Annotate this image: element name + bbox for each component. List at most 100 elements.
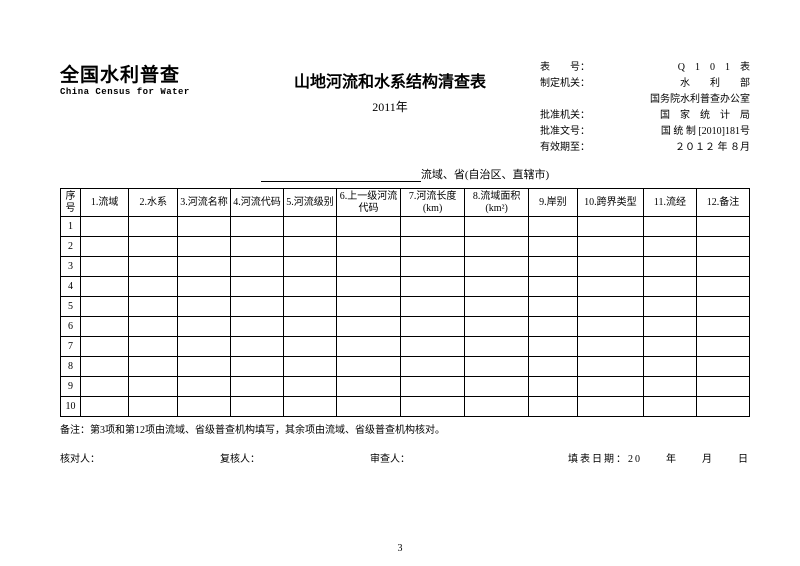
table-cell bbox=[643, 337, 696, 357]
table-cell bbox=[337, 317, 401, 337]
footer-auditor: 审查人： bbox=[370, 450, 550, 465]
table-cell bbox=[178, 217, 231, 237]
table-cell bbox=[643, 237, 696, 257]
table-cell bbox=[80, 357, 129, 377]
table-cell bbox=[80, 377, 129, 397]
table-cell bbox=[465, 217, 529, 237]
table-cell bbox=[643, 297, 696, 317]
row-index: 9 bbox=[61, 377, 81, 397]
table-cell bbox=[577, 297, 643, 317]
col-9: 9.岸别 bbox=[529, 189, 578, 217]
doc-year: 2011年 bbox=[240, 98, 540, 115]
table-cell bbox=[129, 397, 178, 417]
table-cell bbox=[284, 357, 337, 377]
col-5: 5.河流级别 bbox=[284, 189, 337, 217]
table-cell bbox=[80, 397, 129, 417]
table-cell bbox=[337, 217, 401, 237]
table-cell bbox=[129, 217, 178, 237]
table-cell bbox=[401, 257, 465, 277]
row-index: 10 bbox=[61, 397, 81, 417]
table-cell bbox=[401, 277, 465, 297]
table-cell bbox=[577, 397, 643, 417]
table-cell bbox=[284, 377, 337, 397]
table-cell bbox=[529, 317, 578, 337]
meta-label-4: 批准文号： bbox=[540, 124, 590, 140]
col-7: 7.河流长度(km) bbox=[401, 189, 465, 217]
table-cell bbox=[696, 237, 749, 257]
footer-date: 填表日期：20 年 月 日 bbox=[550, 450, 750, 465]
col-8: 8.流域面积(km²) bbox=[465, 189, 529, 217]
table-cell bbox=[178, 237, 231, 257]
table-cell bbox=[178, 357, 231, 377]
row-index: 1 bbox=[61, 217, 81, 237]
table-row: 9 bbox=[61, 377, 750, 397]
table-cell bbox=[465, 297, 529, 317]
table-cell bbox=[465, 317, 529, 337]
table-cell bbox=[284, 237, 337, 257]
meta-value-2b: 国务院水利普查办公室 bbox=[650, 92, 750, 108]
table-cell bbox=[178, 257, 231, 277]
table-cell bbox=[401, 217, 465, 237]
table-cell bbox=[643, 397, 696, 417]
brand-cn: 全国水利普查 bbox=[60, 60, 240, 87]
footer-reviewer: 复核人： bbox=[220, 450, 370, 465]
table-cell bbox=[178, 297, 231, 317]
region-blank bbox=[261, 170, 421, 182]
table-cell bbox=[129, 337, 178, 357]
row-index: 4 bbox=[61, 277, 81, 297]
brand-block: 全国水利普查 China Census for Water bbox=[60, 60, 240, 97]
meta-value-3: 国 家 统 计 局 bbox=[660, 108, 750, 124]
table-cell bbox=[284, 217, 337, 237]
table-cell bbox=[178, 277, 231, 297]
table-cell bbox=[696, 317, 749, 337]
table-cell bbox=[80, 277, 129, 297]
row-index: 2 bbox=[61, 237, 81, 257]
title-block: 山地河流和水系结构清查表 2011年 bbox=[240, 60, 540, 115]
table-cell bbox=[696, 257, 749, 277]
header-row: 全国水利普查 China Census for Water 山地河流和水系结构清… bbox=[60, 60, 750, 156]
table-cell bbox=[401, 337, 465, 357]
table-cell bbox=[465, 277, 529, 297]
table-cell bbox=[231, 217, 284, 237]
table-cell bbox=[696, 297, 749, 317]
table-row: 3 bbox=[61, 257, 750, 277]
table-cell bbox=[284, 297, 337, 317]
table-cell bbox=[284, 257, 337, 277]
table-cell bbox=[577, 217, 643, 237]
col-12: 12.备注 bbox=[696, 189, 749, 217]
table-cell bbox=[465, 237, 529, 257]
meta-block: 表 号：Q 1 0 1 表 制定机关：水 利 部 国务院水利普查办公室 批准机关… bbox=[540, 60, 750, 156]
col-11: 11.流经 bbox=[643, 189, 696, 217]
table-cell bbox=[337, 397, 401, 417]
col-idx: 序号 bbox=[61, 189, 81, 217]
table-row: 7 bbox=[61, 337, 750, 357]
table-cell bbox=[129, 377, 178, 397]
brand-en: China Census for Water bbox=[60, 87, 240, 97]
table-cell bbox=[643, 277, 696, 297]
table-cell bbox=[231, 237, 284, 257]
table-cell bbox=[337, 337, 401, 357]
meta-value-1: Q 1 0 1 表 bbox=[678, 60, 750, 76]
col-4: 4.河流代码 bbox=[231, 189, 284, 217]
table-row: 8 bbox=[61, 357, 750, 377]
table-cell bbox=[529, 397, 578, 417]
table-cell bbox=[284, 277, 337, 297]
table-cell bbox=[231, 337, 284, 357]
table-cell bbox=[696, 377, 749, 397]
table-cell bbox=[284, 397, 337, 417]
table-cell bbox=[178, 337, 231, 357]
meta-label-1: 表 号： bbox=[540, 60, 590, 76]
table-cell bbox=[231, 257, 284, 277]
meta-value-4: 国 统 制 [2010]181号 bbox=[661, 124, 750, 140]
footnote: 备注：第3项和第12项由流域、省级普查机构填写，其余项由流域、省级普查机构核对。 bbox=[60, 421, 750, 436]
table-cell bbox=[337, 377, 401, 397]
table-cell bbox=[231, 377, 284, 397]
table-cell bbox=[577, 337, 643, 357]
table-cell bbox=[80, 297, 129, 317]
table-cell bbox=[401, 357, 465, 377]
table-row: 10 bbox=[61, 397, 750, 417]
table-cell bbox=[529, 237, 578, 257]
table-cell bbox=[178, 317, 231, 337]
col-1: 1.流域 bbox=[80, 189, 129, 217]
table-cell bbox=[696, 217, 749, 237]
